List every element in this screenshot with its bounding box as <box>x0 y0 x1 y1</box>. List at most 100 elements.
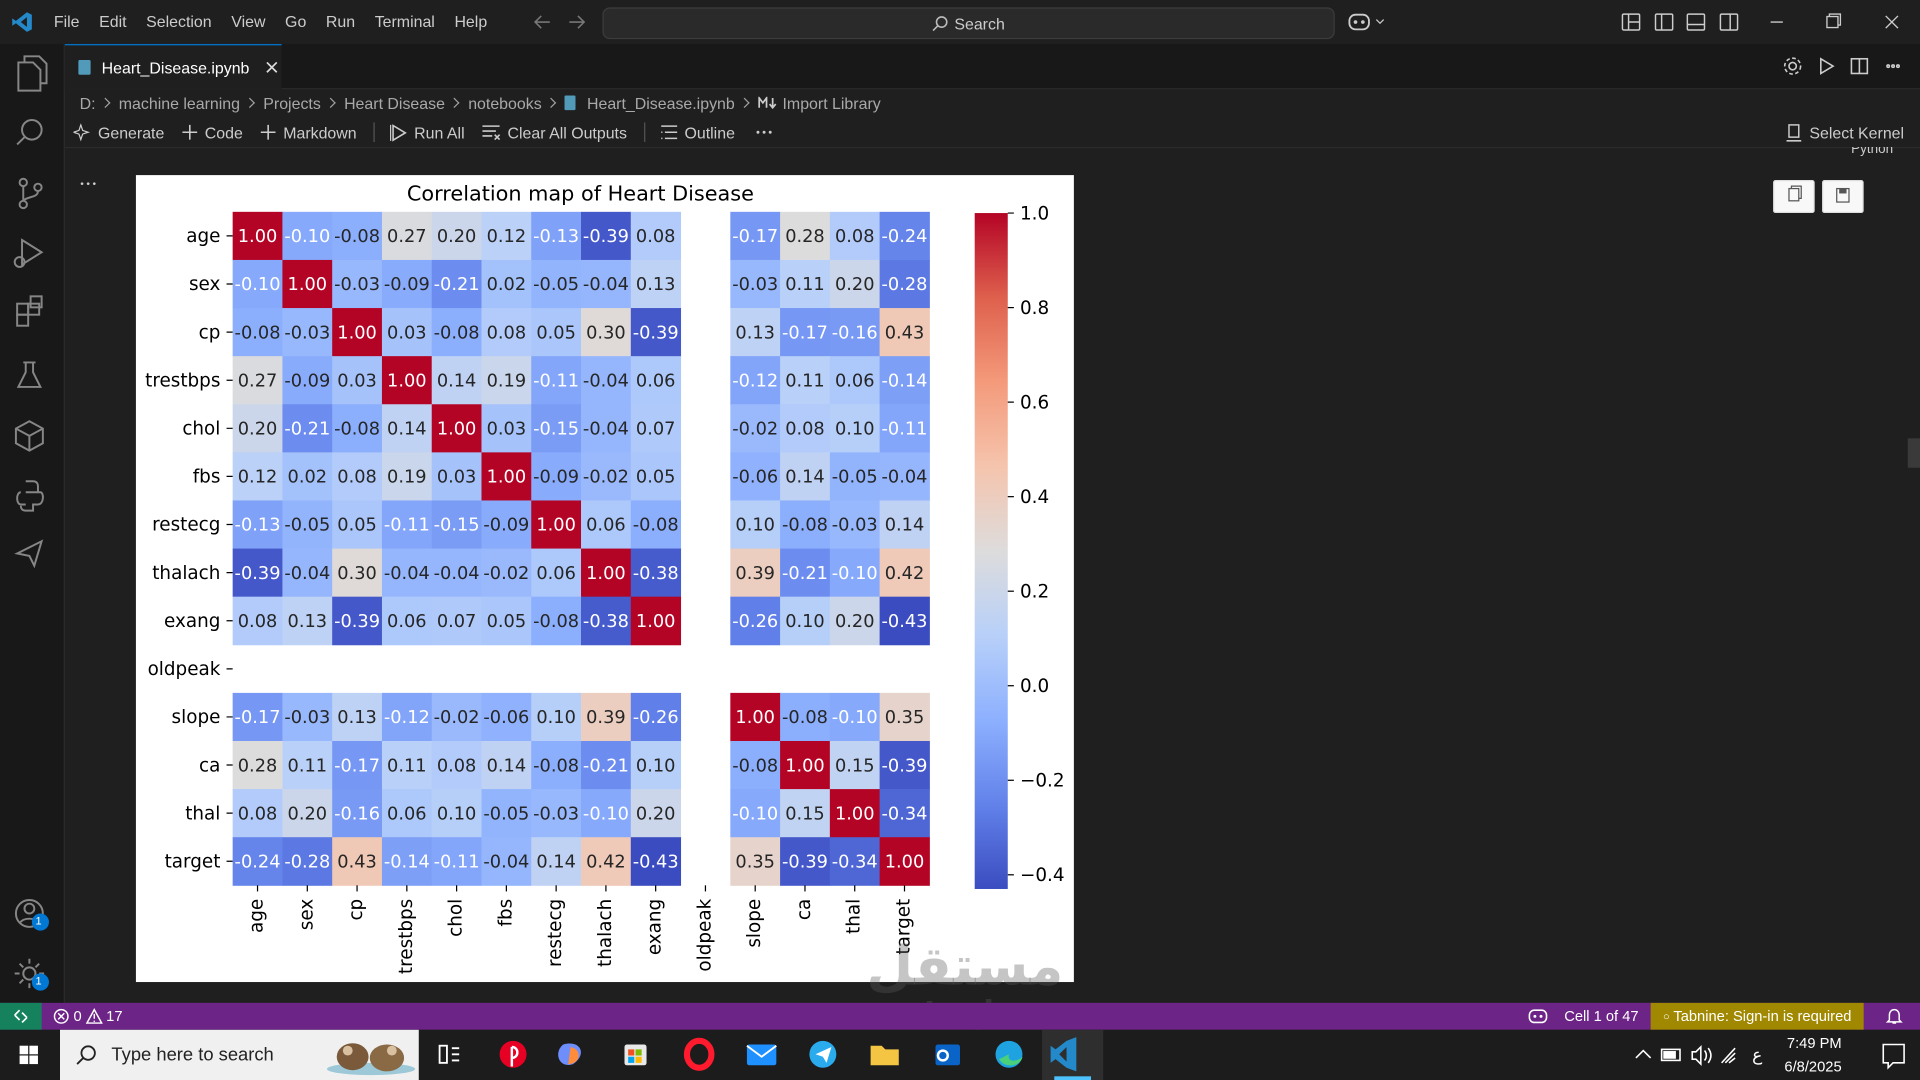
toolbar-button[interactable]: Markdown <box>260 123 357 141</box>
chart-title: Correlation map of Heart Disease <box>407 182 754 206</box>
notification-center[interactable] <box>1864 1030 1920 1080</box>
heatmap-cell <box>381 837 433 886</box>
breadcrumb-item[interactable]: Heart_Disease.ipynb <box>586 93 735 113</box>
heatmap-cell <box>630 259 682 309</box>
breadcrumb-item[interactable]: Projects <box>263 93 321 113</box>
heatmap-cell <box>332 259 383 309</box>
toolbar-button[interactable]: Run All <box>390 123 465 141</box>
scrollbar-thumb[interactable] <box>1907 438 1920 468</box>
cell-language[interactable]: Python <box>1851 142 1894 157</box>
layout-controls[interactable] <box>1621 12 1743 32</box>
separator <box>100 97 111 109</box>
menu-item[interactable]: Go <box>285 12 307 31</box>
cell-label: 0.13 <box>735 323 775 343</box>
toolbar-button[interactable]: Clear All Outputs <box>482 123 627 141</box>
notifications[interactable] <box>1885 1008 1903 1025</box>
toolbar-button[interactable]: Code <box>181 123 243 141</box>
cell-label: 1.00 <box>487 468 527 488</box>
breadcrumb-item[interactable]: Import Library <box>782 93 881 113</box>
heatmap-cell <box>581 259 632 309</box>
cell-label: -0.34 <box>882 804 928 824</box>
keyboard-layout[interactable]: ع <box>1752 1044 1763 1065</box>
x-tick-label: cp <box>346 899 367 921</box>
toolbar-button[interactable]: Generate <box>73 123 164 141</box>
menu-item[interactable]: Selection <box>146 12 212 31</box>
copilot-icon[interactable] <box>1347 11 1391 33</box>
menu-item[interactable]: Terminal <box>374 12 435 31</box>
more-actions[interactable] <box>752 126 776 138</box>
cell-label: -0.21 <box>284 420 330 440</box>
cell-label: -0.08 <box>633 516 679 536</box>
cell-label: -0.13 <box>235 516 281 536</box>
problems-indicator[interactable]: 0 17 <box>53 1008 123 1025</box>
menu-item[interactable]: View <box>231 12 266 31</box>
heatmap-cell <box>282 211 333 261</box>
heatmap-cell <box>332 452 383 501</box>
heatmap-cell <box>332 308 383 357</box>
breadcrumb-item[interactable]: notebooks <box>468 93 542 113</box>
breadcrumb-item[interactable]: machine learning <box>118 93 241 113</box>
start-button[interactable] <box>0 1030 60 1080</box>
copilot-status[interactable] <box>1527 1008 1549 1025</box>
heatmap-cell <box>581 356 632 405</box>
colorbar-tick-label: −0.2 <box>1020 770 1065 791</box>
heatmap-cell <box>282 740 333 790</box>
cell-label: 1.00 <box>735 708 775 728</box>
copy-output-button[interactable] <box>1773 180 1815 214</box>
remote-indicator[interactable] <box>0 1002 42 1030</box>
menu-item[interactable]: Run <box>325 12 356 31</box>
colorbar-tick-label: 0.0 <box>1020 676 1049 697</box>
heatmap-cell <box>829 837 881 886</box>
cell-label: 0.10 <box>437 804 477 824</box>
pinned-apps[interactable] <box>419 1029 1105 1080</box>
menu-item[interactable]: File <box>53 12 80 31</box>
cell-label: -0.24 <box>882 227 928 247</box>
cell-label: -0.05 <box>533 275 579 295</box>
cell-label: 0.20 <box>238 420 278 440</box>
tab-title: Heart_Disease.ipynb <box>101 58 250 77</box>
taskbar-search[interactable]: Type here to search <box>60 1029 419 1080</box>
kernel-picker[interactable]: Select Kernel <box>1785 118 1904 147</box>
heatmap-cell <box>630 356 682 405</box>
search-icon <box>76 1044 96 1065</box>
menu-item[interactable]: Help <box>454 12 488 31</box>
app-logo <box>12 12 32 32</box>
cell-label: -0.08 <box>533 756 579 776</box>
heatmap-cell <box>879 789 930 838</box>
breadcrumb-item[interactable]: Heart Disease <box>344 93 445 113</box>
editor-actions[interactable] <box>1783 56 1905 76</box>
menu-item[interactable]: Edit <box>99 12 127 31</box>
tabnine-status[interactable]: ○ Tabnine: Sign-in is required <box>1650 1002 1864 1030</box>
cell-label: -0.08 <box>732 756 778 776</box>
save-output-button[interactable] <box>1822 180 1864 214</box>
output-actions[interactable] <box>77 178 99 190</box>
close-tab[interactable] <box>264 60 279 75</box>
badge-count: 1 <box>35 974 42 987</box>
heatmap-cell <box>829 259 881 309</box>
cell-label: 0.08 <box>487 323 527 343</box>
window-controls[interactable] <box>1763 12 1910 32</box>
cell-label: -0.06 <box>483 708 529 728</box>
editor-tab[interactable]: Heart_Disease.ipynb <box>64 44 282 90</box>
cell-label: 0.39 <box>735 564 775 584</box>
cell-label: -0.43 <box>882 612 928 632</box>
cell-position[interactable]: Cell 1 of 47 <box>1564 1007 1639 1025</box>
separator <box>244 97 256 109</box>
system-tray[interactable] <box>1630 1030 1743 1080</box>
colorbar-tick-label: 1.0 <box>1020 203 1049 224</box>
heatmap-cell <box>431 500 482 550</box>
nav-arrows[interactable] <box>531 12 587 32</box>
toolbar-button[interactable]: Outline <box>660 123 735 141</box>
activity-icons[interactable] <box>0 44 64 1003</box>
cell-label: 0.12 <box>487 227 527 247</box>
heatmap-cell <box>829 740 881 790</box>
command-center[interactable]: Search <box>602 7 1335 40</box>
plus-icon <box>261 124 276 140</box>
breadcrumb-item[interactable]: D: <box>79 93 96 113</box>
error-icon <box>53 1008 69 1024</box>
clock[interactable]: 7:49 PM 6/8/2025 <box>1784 1032 1841 1079</box>
x-tick-label: thal <box>844 899 865 934</box>
x-tick-label: thalach <box>595 899 616 967</box>
cell-label: -0.10 <box>832 564 878 584</box>
cell-label: -0.13 <box>533 227 579 247</box>
